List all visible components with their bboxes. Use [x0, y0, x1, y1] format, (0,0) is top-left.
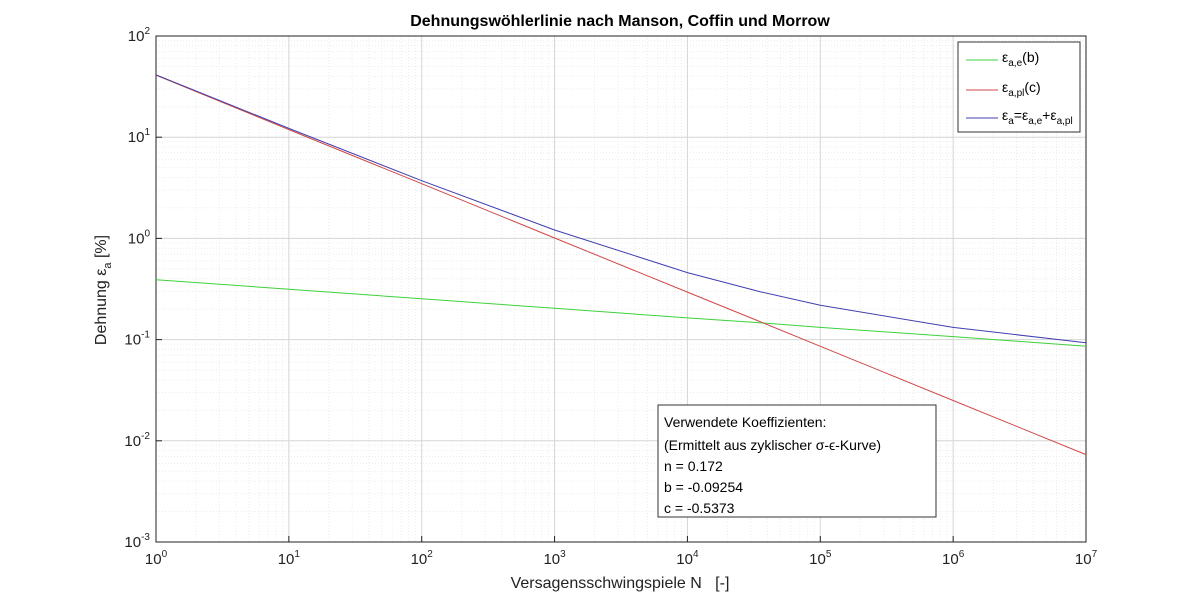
- x-tick-exponent: 4: [693, 549, 699, 560]
- y-tick-base: 10: [128, 230, 145, 247]
- x-tick-label: 101: [278, 549, 301, 568]
- x-tick-base: 10: [942, 551, 959, 568]
- legend-total-symbol-2: ε: [1022, 107, 1028, 123]
- x-tick-exponent: 3: [560, 549, 566, 560]
- legend-elastic-subscript: a,e: [1008, 58, 1022, 69]
- x-tick-base: 10: [543, 551, 560, 568]
- x-tick-label: 105: [809, 549, 832, 568]
- legend: εa,e(b) εa,pl(c) εa=εa,e+εa,pl: [957, 41, 1081, 133]
- legend-plastic-symbol: ε: [1002, 79, 1008, 95]
- series-layer: [155, 74, 1087, 456]
- x-tick-label: 102: [411, 549, 434, 568]
- legend-label-total: εa=εa,e+εa,pl: [1002, 107, 1073, 127]
- y-tick-label: 10-1: [124, 330, 150, 349]
- legend-total-equals: =: [1014, 107, 1022, 123]
- x-tick-base: 10: [411, 551, 428, 568]
- annotation-line: n = 0.172: [664, 458, 723, 474]
- y-tick-base: 10: [128, 129, 145, 146]
- y-tick-exponent: -1: [141, 330, 150, 341]
- x-tick-base: 10: [145, 551, 162, 568]
- y-tick-base: 10: [128, 28, 145, 45]
- legend-total-plus: +: [1042, 107, 1050, 123]
- tick-labels: 100 101 102 103 104 105 106 10710-310-210-11001…: [124, 26, 1097, 568]
- legend-elastic-suffix: (b): [1022, 49, 1039, 65]
- chart-title: Dehnungswöhlerlinie nach Manson, Coffin …: [410, 13, 830, 30]
- coefficients-annotation: Verwendete Koeffizienten: (Ermittelt aus…: [657, 404, 937, 518]
- legend-total-subscript: a: [1008, 116, 1014, 127]
- series-line-elastic: [155, 279, 1087, 347]
- y-tick-base: 10: [124, 332, 141, 349]
- legend-total-symbol-3: ε: [1050, 107, 1056, 123]
- y-tick-label: 100: [128, 228, 151, 247]
- y-tick-base: 10: [124, 433, 141, 450]
- x-tick-base: 10: [278, 551, 295, 568]
- x-tick-label: 103: [543, 549, 566, 568]
- x-tick-base: 10: [676, 551, 693, 568]
- y-tick-label: 101: [128, 127, 151, 146]
- annotation-line: c = -0.5373: [664, 500, 735, 516]
- legend-label-plastic: εa,pl(c): [1002, 79, 1041, 99]
- x-axis-label: Versagensschwingspiele N [-]: [511, 575, 730, 592]
- series-line-plastic: [155, 74, 1087, 456]
- legend-elastic-symbol: ε: [1002, 49, 1008, 65]
- legend-plastic-suffix: (c): [1024, 79, 1040, 95]
- y-tick-base: 10: [124, 534, 141, 551]
- y-tick-label: 10-3: [124, 532, 150, 551]
- annotation-line: b = -0.09254: [664, 479, 743, 495]
- y-axis-label: Dehnung εa [%]: [93, 235, 114, 345]
- legend-plastic-subscript: a,pl: [1008, 88, 1024, 99]
- annotation-line: (Ermittelt aus zyklischer σ-ϵ-Kurve): [664, 437, 881, 453]
- y-tick-exponent: 0: [144, 228, 150, 239]
- y-axis-label-unit: [%]: [93, 235, 110, 263]
- y-tick-exponent: 1: [144, 127, 150, 138]
- legend-label-elastic: εa,e(b): [1002, 49, 1039, 69]
- series-line-total: [155, 74, 1087, 344]
- y-axis-label-symbol: ε: [93, 269, 110, 276]
- x-tick-base: 10: [809, 551, 826, 568]
- legend-total-symbol: ε: [1002, 107, 1008, 123]
- x-tick-label: 107: [1075, 549, 1098, 568]
- legend-total-subscript-3: a,pl: [1057, 116, 1073, 127]
- x-tick-exponent: 1: [294, 549, 300, 560]
- y-tick-exponent: 2: [144, 26, 150, 37]
- x-tick-exponent: 5: [826, 549, 832, 560]
- x-tick-exponent: 2: [427, 549, 433, 560]
- legend-total-subscript-2: a,e: [1028, 116, 1042, 127]
- x-tick-exponent: 6: [959, 549, 965, 560]
- x-tick-label: 106: [942, 549, 965, 568]
- x-tick-label: 104: [676, 549, 699, 568]
- y-tick-exponent: -3: [141, 532, 150, 543]
- y-tick-exponent: -2: [141, 431, 150, 442]
- legend-box: [957, 41, 1081, 133]
- annotation-line: Verwendete Koeffizienten:: [664, 414, 826, 430]
- x-tick-exponent: 0: [162, 549, 168, 560]
- y-axis-label-main: Dehnung: [93, 276, 110, 345]
- y-tick-label: 10-2: [124, 431, 150, 450]
- y-axis-label-subscript: a: [102, 262, 114, 269]
- x-tick-label: 100: [145, 549, 168, 568]
- y-tick-label: 102: [128, 26, 151, 45]
- x-tick-exponent: 7: [1092, 549, 1098, 560]
- x-tick-base: 10: [1075, 551, 1092, 568]
- annotation-box: [657, 404, 937, 518]
- plot-frame: [155, 35, 1087, 543]
